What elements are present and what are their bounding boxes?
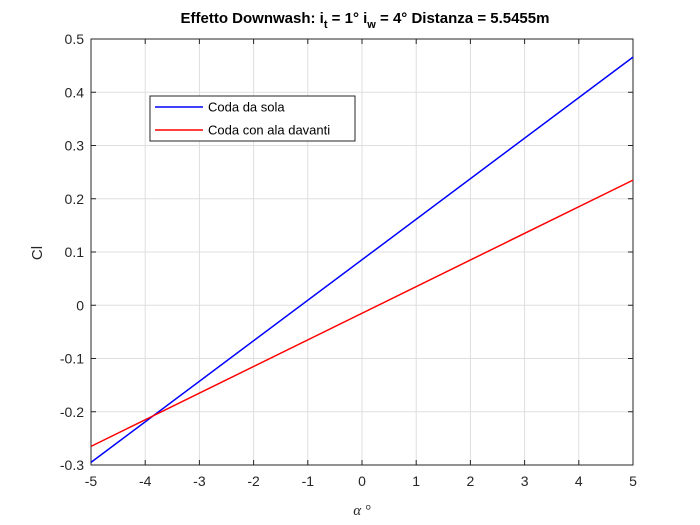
x-tick-label-10: 5 [629,473,637,489]
x-tick-label-8: 3 [521,473,529,489]
y-tick-label-1: -0.2 [60,404,84,420]
y-tick-label-2: -0.1 [60,351,84,367]
chart-title-sub-w: w [366,19,376,31]
y-tick-label-6: 0.3 [65,138,85,154]
x-axis-label: α ° [353,503,371,519]
y-tick-label-3: 0 [76,297,84,313]
x-tick-label-5: 0 [358,473,366,489]
chart-title: Effetto Downwash: it = 1° iw = 4° Distan… [181,10,550,31]
y-tick-label-4: 0.1 [65,244,85,260]
legend-label-coda-da-sola: Coda da sola [208,100,285,115]
legend-label-coda-con-ala-davanti: Coda con ala davanti [208,123,330,138]
chart-title-sub-t: t [324,19,328,31]
series-line-coda-da-sola [90,56,634,463]
y-axis-label: Cl [29,246,46,260]
series-lines [90,56,634,463]
y-tick-label-8: 0.5 [65,31,85,47]
y-tick-labels: -0.3 -0.2 -0.1 0 0.1 0.2 0.3 0.4 0.5 [60,31,84,473]
x-tick-label-1: -4 [139,473,152,489]
series-line-coda-con-ala-davanti [90,179,634,448]
x-tick-labels: -5 -4 -3 -2 -1 0 1 2 3 4 5 [85,473,637,489]
x-tick-label-4: -1 [302,473,315,489]
y-tick-label-7: 0.4 [65,84,85,100]
axes-frame [90,38,634,466]
x-tick-label-9: 4 [575,473,583,489]
x-tick-label-2: -3 [193,473,206,489]
chart-title-mid: = 1° i [328,10,368,27]
y-tick-label-0: -0.3 [60,457,84,473]
y-tick-label-5: 0.2 [65,191,85,207]
legend[interactable]: Coda da sola Coda con ala davanti [149,95,356,142]
x-tick-label-0: -5 [85,473,98,489]
legend-box [149,95,356,142]
x-tick-label-6: 1 [412,473,420,489]
x-tick-label-7: 2 [467,473,475,489]
chart-title-suffix: = 4° Distanza = 5.5455m [376,10,550,27]
x-tick-label-3: -2 [247,473,260,489]
chart-title-prefix: Effetto Downwash: i [181,10,324,27]
